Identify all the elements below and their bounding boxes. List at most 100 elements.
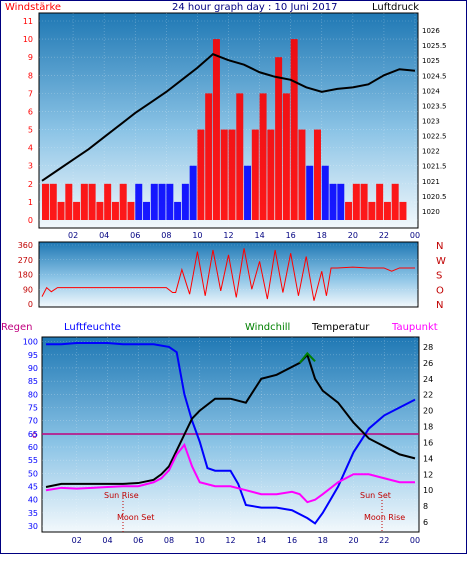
wind-bar (275, 57, 283, 220)
wind-bar (73, 201, 81, 220)
temperature-tick-label: 24 (423, 375, 433, 384)
wind-tick-label: 10 (23, 35, 33, 44)
windchill-label: Windchill (245, 322, 290, 333)
wind-tick-label: 6 (28, 107, 33, 116)
direction-plot-area (38, 241, 419, 308)
wind-x-tick-label: 08 (161, 231, 171, 240)
pressure-tick-label: 1021.5 (422, 163, 447, 171)
humidity-x-tick-label: 06 (133, 536, 143, 545)
wind-bar (189, 165, 197, 220)
wind-bar (49, 183, 57, 220)
series-temperatur (45, 353, 416, 489)
humidity-x-tick-label: 02 (72, 536, 82, 545)
wind-tick-label: 8 (28, 71, 33, 80)
humidity-x-tick-label: 18 (318, 536, 328, 545)
sun-rise-label: Sun Rise (104, 491, 139, 500)
wind-x-tick-label: 00 (410, 231, 420, 240)
pressure-tick-label: 1025 (422, 57, 440, 65)
wind-bar (321, 165, 329, 220)
humidity-tick-label: 45 (28, 483, 38, 492)
wind-bar (228, 129, 236, 220)
wind-bar (306, 165, 314, 220)
temperature-tick-label: 14 (423, 454, 433, 463)
wind-x-tick-label: 18 (317, 231, 327, 240)
pressure-yticks: 1020 1020.5 1021 1021.5 1022 1022.5 1023 1023.5… (422, 27, 447, 216)
wind-bar (80, 183, 88, 220)
wind-bar (391, 183, 399, 220)
humidity-tick-label: 35 (28, 509, 38, 518)
direction-yticks: 0 90 180 270 360 (18, 241, 33, 309)
humidity-yticks: 30 35 40 45 50 55 60 65 70 75 80 85 90 95 100 (23, 338, 38, 531)
wind-bar (259, 93, 267, 220)
wind-bar (119, 183, 127, 220)
wind-tick-label: 0 (28, 216, 33, 225)
humidity-x-tick-label: 08 (164, 536, 174, 545)
temperature-tick-label: 28 (423, 343, 433, 352)
wind-bar (251, 129, 259, 220)
temperature-tick-label: 6 (423, 518, 428, 527)
humidity-tick-label: 55 (28, 456, 38, 465)
direction-line (41, 248, 415, 301)
windstaerke-label: Windstärke (5, 2, 61, 13)
pressure-tick-label: 1024.5 (422, 72, 447, 80)
humidity-tick-label: 60 (28, 443, 38, 452)
wind-bar (337, 183, 345, 220)
compass-label: O (436, 285, 444, 296)
wind-x-tick-label: 04 (99, 231, 109, 240)
wind-bar (236, 93, 244, 220)
wind-bar (158, 183, 166, 220)
humidity-tick-label: 65 (28, 430, 38, 439)
humidity-tick-label: 80 (28, 390, 38, 399)
humidity-x-tick-label: 10 (195, 536, 205, 545)
wind-tick-label: 4 (28, 144, 33, 153)
humidity-x-tick-label: 04 (102, 536, 112, 545)
compass-label: N (436, 241, 443, 252)
wind-x-tick-label: 14 (254, 231, 264, 240)
pressure-tick-label: 1021 (422, 178, 440, 186)
series-windchill (298, 351, 316, 364)
wind-bar (376, 183, 384, 220)
wind-pressure-panel: Windstärke 24 hour graph day : 10 Juni 2… (5, 2, 447, 240)
wind-tick-label: 3 (28, 162, 33, 171)
regen-label: Regen (1, 322, 33, 333)
wind-bar (42, 183, 49, 220)
wind-x-tick-label: 12 (223, 231, 233, 240)
wind-x-tick-label: 06 (130, 231, 140, 240)
wind-bar (383, 201, 391, 220)
wind-tick-label: 9 (28, 53, 33, 62)
wind-bar (244, 165, 252, 220)
pressure-tick-label: 1023 (422, 118, 440, 126)
luftfeuchte-label: Luftfeuchte (64, 322, 121, 333)
humidity-x-tick-label: 22 (379, 536, 389, 545)
regen-zero-label: 0 (32, 431, 37, 440)
humidity-tick-label: 85 (28, 377, 38, 386)
pressure-tick-label: 1025.5 (422, 42, 447, 50)
moon-set-label: Moon Set (117, 513, 154, 522)
compass-label: S (436, 271, 442, 282)
wind-x-tick-label: 20 (348, 231, 358, 240)
wind-tick-label: 1 (28, 198, 33, 207)
wind-bar (181, 183, 189, 220)
wind-bar (96, 201, 104, 220)
wind-bar (205, 93, 213, 220)
temperatur-label: Temperatur (311, 322, 370, 333)
humidity-x-tick-label: 14 (256, 536, 266, 545)
direction-series (41, 248, 415, 301)
humidity-tick-label: 70 (28, 417, 38, 426)
humidity-grid (42, 337, 419, 532)
wind-bar (298, 129, 306, 220)
temperature-yticks: 6 8 10 12 14 16 18 20 22 24 26 28 (423, 343, 433, 527)
humidity-xticks: 02 04 06 08 10 12 14 16 18 20 22 00 (72, 536, 420, 545)
wind-bar (143, 201, 151, 220)
wind-bar (57, 201, 65, 220)
wind-bar (197, 129, 205, 220)
pressure-tick-label: 1024 (422, 87, 440, 95)
pressure-line (41, 53, 416, 182)
wind-bar (267, 129, 275, 220)
humidity-lines (45, 341, 416, 525)
wind-bar (104, 183, 112, 220)
temperature-tick-label: 16 (423, 438, 433, 447)
